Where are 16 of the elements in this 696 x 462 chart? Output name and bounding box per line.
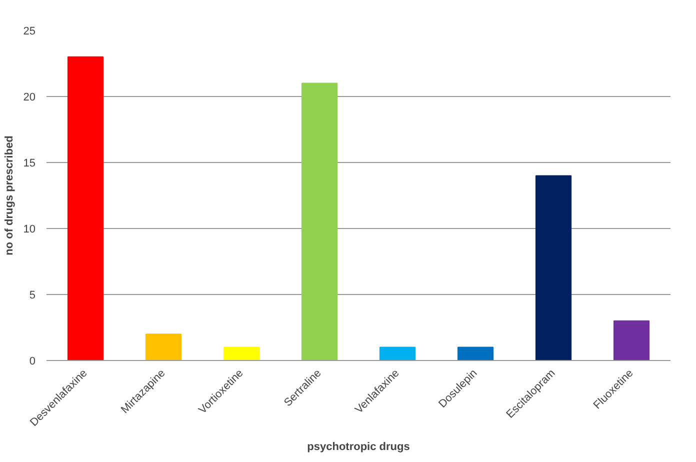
y-tick-label: 10: [23, 224, 36, 236]
bar: [379, 346, 416, 360]
bar: [535, 175, 572, 360]
y-tick-label: 25: [23, 26, 36, 38]
bar: [223, 346, 260, 360]
y-axis-title: no of drugs prescribed: [3, 136, 16, 256]
bar: [613, 320, 650, 360]
bar: [301, 82, 338, 360]
x-axis-title: psychotropic drugs: [307, 441, 410, 454]
y-tick-label: 5: [29, 290, 36, 302]
y-tick-label: 20: [23, 92, 36, 104]
bar: [145, 334, 182, 360]
bar: [67, 56, 104, 360]
y-tick-label: 15: [23, 158, 36, 170]
bar: [457, 346, 494, 360]
y-tick-label: 0: [29, 356, 36, 368]
